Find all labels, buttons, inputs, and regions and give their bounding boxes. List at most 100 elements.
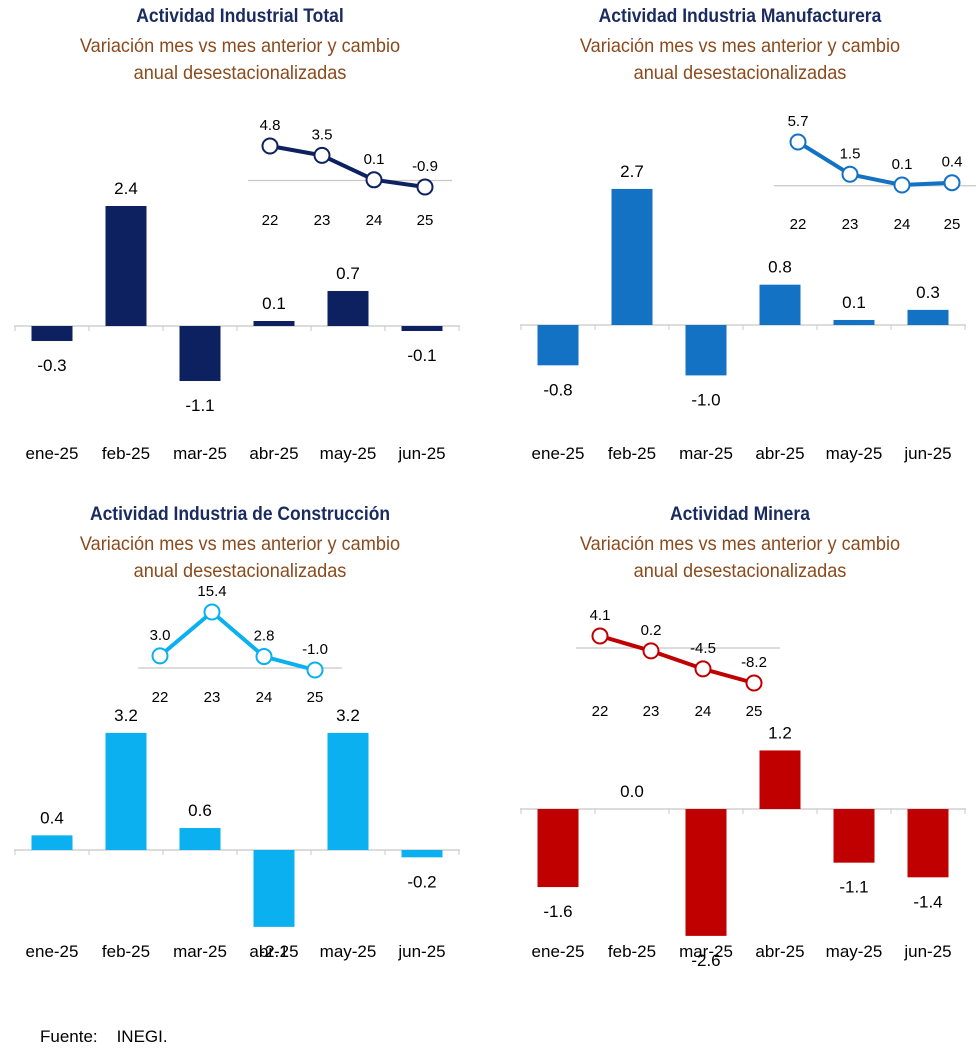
bar xyxy=(401,326,443,331)
x-tick-label: may-25 xyxy=(826,444,883,463)
inset-data-label: 0.2 xyxy=(641,622,662,639)
x-tick-label: abr-25 xyxy=(755,444,804,463)
bar xyxy=(611,188,653,325)
inset-data-label: -4.5 xyxy=(690,640,716,657)
source-note: Fuente: INEGI. xyxy=(40,1027,168,1047)
inset-data-label: 4.8 xyxy=(260,117,281,134)
inset-point xyxy=(365,171,383,189)
bar-data-label: 0.1 xyxy=(262,294,286,313)
x-tick-label: ene-25 xyxy=(532,444,585,463)
inset-x-tick-label: 24 xyxy=(695,703,712,720)
x-tick-label: may-25 xyxy=(826,942,883,961)
bar xyxy=(31,326,73,341)
bar-data-label: -0.1 xyxy=(407,346,436,365)
bar xyxy=(327,291,369,326)
inset-data-label: 3.5 xyxy=(312,126,333,143)
inset-point xyxy=(203,603,221,621)
chart-subtitle-line1: Variación mes vs mes anterior y cambio xyxy=(79,533,401,555)
inset-point xyxy=(591,627,609,645)
bar-data-label: 0.1 xyxy=(842,293,866,312)
chart-subtitle-line1: Variación mes vs mes anterior y cambio xyxy=(579,533,901,555)
chart-subtitle-line1: Variación mes vs mes anterior y cambio xyxy=(579,35,901,57)
bar-data-label: 1.2 xyxy=(768,723,792,742)
bar-data-label: -1.1 xyxy=(185,396,214,415)
inset-x-tick-label: 23 xyxy=(314,212,331,229)
bar-data-label: -0.2 xyxy=(407,872,436,891)
bar xyxy=(253,321,295,326)
inset-data-label: 3.0 xyxy=(150,627,171,644)
bar-chart-industrial-total: -0.3 ene-25 2.4 feb-25 -1.1 mar-25 0.1 abr-25 0.… xyxy=(14,117,460,463)
bar xyxy=(401,850,443,858)
inset-series-line xyxy=(269,144,426,189)
chart-title: Actividad Industria Manufacturera xyxy=(598,6,882,27)
bar xyxy=(759,284,801,325)
inset-point xyxy=(694,660,712,678)
x-tick-label: may-25 xyxy=(320,942,377,961)
chart-subtitle: Variación mes vs mes anterior y cambio a… xyxy=(517,33,963,87)
source-label: Fuente: xyxy=(40,1027,98,1046)
bar xyxy=(253,850,295,927)
inset-point xyxy=(261,137,279,155)
inset-x-tick-label: 24 xyxy=(256,689,273,706)
inset-point xyxy=(255,648,273,666)
inset-x-tick-label: 25 xyxy=(746,703,763,720)
inset-point xyxy=(416,178,434,196)
x-tick-label: jun-25 xyxy=(397,444,445,463)
inset-x-tick-label: 25 xyxy=(944,216,961,233)
bar xyxy=(833,319,875,325)
bar-data-label: -0.3 xyxy=(37,356,66,375)
bar-data-label: -2.6 xyxy=(691,951,720,970)
bar-data-label: -1.1 xyxy=(839,878,868,897)
inset-point xyxy=(151,647,169,665)
bar xyxy=(179,326,221,381)
x-tick-label: jun-25 xyxy=(903,942,951,961)
bar xyxy=(907,809,949,878)
inset-data-label: 2.8 xyxy=(254,628,275,645)
x-tick-label: mar-25 xyxy=(679,444,733,463)
inset-series-line xyxy=(796,140,953,187)
inset-data-label: 15.4 xyxy=(197,583,226,600)
x-tick-label: mar-25 xyxy=(679,942,733,961)
bar xyxy=(833,809,875,863)
bar-chart-manufacturera: -0.8 ene-25 2.7 feb-25 -1.0 mar-25 0.8 abr-25 0.… xyxy=(520,113,976,463)
chart-subtitle-line1: Variación mes vs mes anterior y cambio xyxy=(79,35,401,57)
bar-data-label: 0.7 xyxy=(336,264,360,283)
inset-series-line xyxy=(158,610,316,672)
x-tick-label: jun-25 xyxy=(397,942,445,961)
inset-point xyxy=(893,176,911,194)
x-tick-label: feb-25 xyxy=(102,942,150,961)
bar xyxy=(105,206,147,326)
chart-panel-industrial-total: Actividad Industrial Total Variación mes… xyxy=(0,0,480,500)
x-tick-label: may-25 xyxy=(320,444,377,463)
inset-data-label: 5.7 xyxy=(788,113,809,130)
bar xyxy=(759,750,801,809)
x-tick-label: ene-25 xyxy=(26,444,79,463)
inset-data-label: -1.0 xyxy=(302,641,328,658)
inset-data-label: -8.2 xyxy=(741,654,767,671)
bar xyxy=(907,309,949,325)
bar xyxy=(105,732,147,850)
inset-data-label: 0.4 xyxy=(942,154,963,171)
bar-data-label: -0.8 xyxy=(543,380,572,399)
bar-data-label: 0.8 xyxy=(768,258,792,277)
chart-subtitle-line2: anual desestacionalizadas xyxy=(633,62,847,84)
x-tick-label: mar-25 xyxy=(173,942,227,961)
chart-subtitle-line2: anual desestacionalizadas xyxy=(133,62,347,84)
chart-subtitle-line2: anual desestacionalizadas xyxy=(633,560,847,582)
bar-data-label: 2.4 xyxy=(114,179,138,198)
bar-data-label: 2.7 xyxy=(620,162,644,181)
x-tick-label: feb-25 xyxy=(608,942,656,961)
bar-data-label: -1.4 xyxy=(913,892,942,911)
bar xyxy=(537,809,579,888)
inset-point xyxy=(789,133,807,151)
inset-data-label: -0.9 xyxy=(412,158,438,175)
x-tick-label: feb-25 xyxy=(102,444,150,463)
inset-x-tick-label: 25 xyxy=(307,689,324,706)
x-tick-label: feb-25 xyxy=(608,444,656,463)
inset-series-line xyxy=(599,634,755,685)
bar-data-label: 3.2 xyxy=(336,706,360,725)
inset-x-tick-label: 24 xyxy=(366,212,383,229)
inset-x-tick-label: 25 xyxy=(417,212,434,229)
x-tick-label: abr-25 xyxy=(755,942,804,961)
